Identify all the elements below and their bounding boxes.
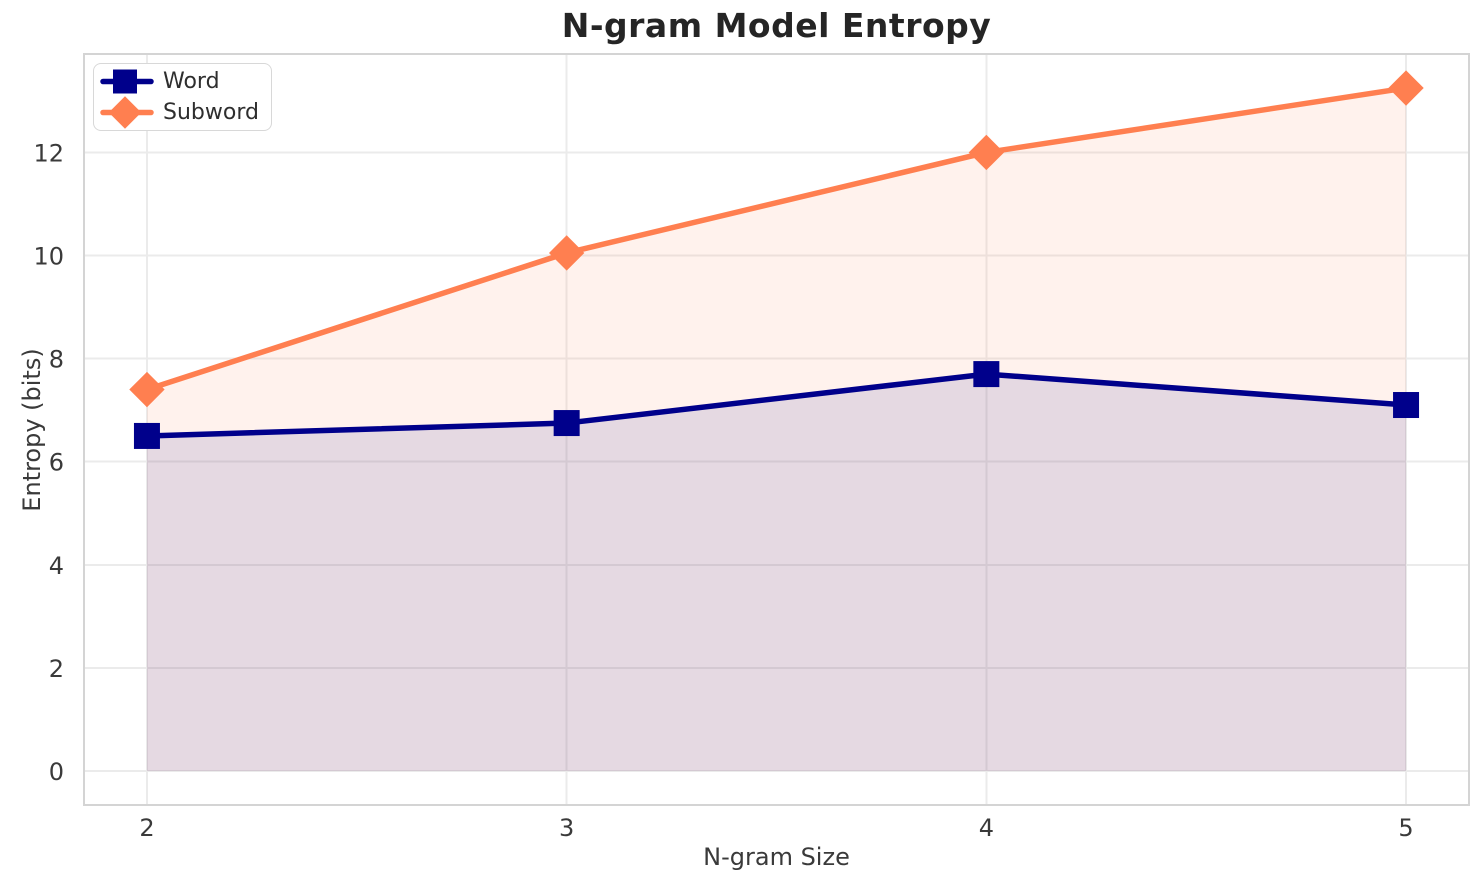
x-axis-label: N-gram Size <box>703 843 850 871</box>
line-word <box>144 371 1409 439</box>
marker-diamond <box>968 134 1005 171</box>
y-tick-label: 10 <box>33 243 64 271</box>
area-fill-subword <box>146 88 1407 771</box>
y-tick-label: 0 <box>49 758 64 786</box>
x-tick-label: 5 <box>1398 814 1413 842</box>
legend-label-subword: Subword <box>163 99 259 125</box>
line-subword <box>144 85 1409 393</box>
marker-square <box>553 410 580 437</box>
x-tick-label: 2 <box>139 814 154 842</box>
y-tick-label: 12 <box>33 139 64 167</box>
legend-marker-word-icon <box>100 69 154 94</box>
marker-square <box>973 361 1000 388</box>
marker-diamond <box>548 235 585 271</box>
y-axis-label: Entropy (bits) <box>18 348 46 512</box>
y-tick-label: 4 <box>49 552 64 580</box>
plot-frame <box>82 52 1471 807</box>
area-fill-word <box>146 374 1407 771</box>
y-tick-label: 6 <box>49 449 64 477</box>
chart-title: N-gram Model Entropy <box>561 6 992 45</box>
marker-square <box>1393 392 1420 419</box>
legend-item-subword: Subword <box>100 96 259 129</box>
y-tick-label: 2 <box>49 655 64 683</box>
x-tick-label: 4 <box>979 814 994 842</box>
legend-label-word: Word <box>163 68 220 94</box>
legend-marker-subword-icon <box>100 96 154 129</box>
legend: Word Subword <box>93 63 272 131</box>
marker-square <box>113 69 137 94</box>
y-tick-label: 8 <box>49 346 64 374</box>
marker-diamond <box>108 96 142 129</box>
marker-diamond <box>129 371 165 408</box>
marker-square <box>133 422 160 449</box>
legend-item-word: Word <box>100 66 259 97</box>
x-tick-label: 3 <box>559 814 574 842</box>
